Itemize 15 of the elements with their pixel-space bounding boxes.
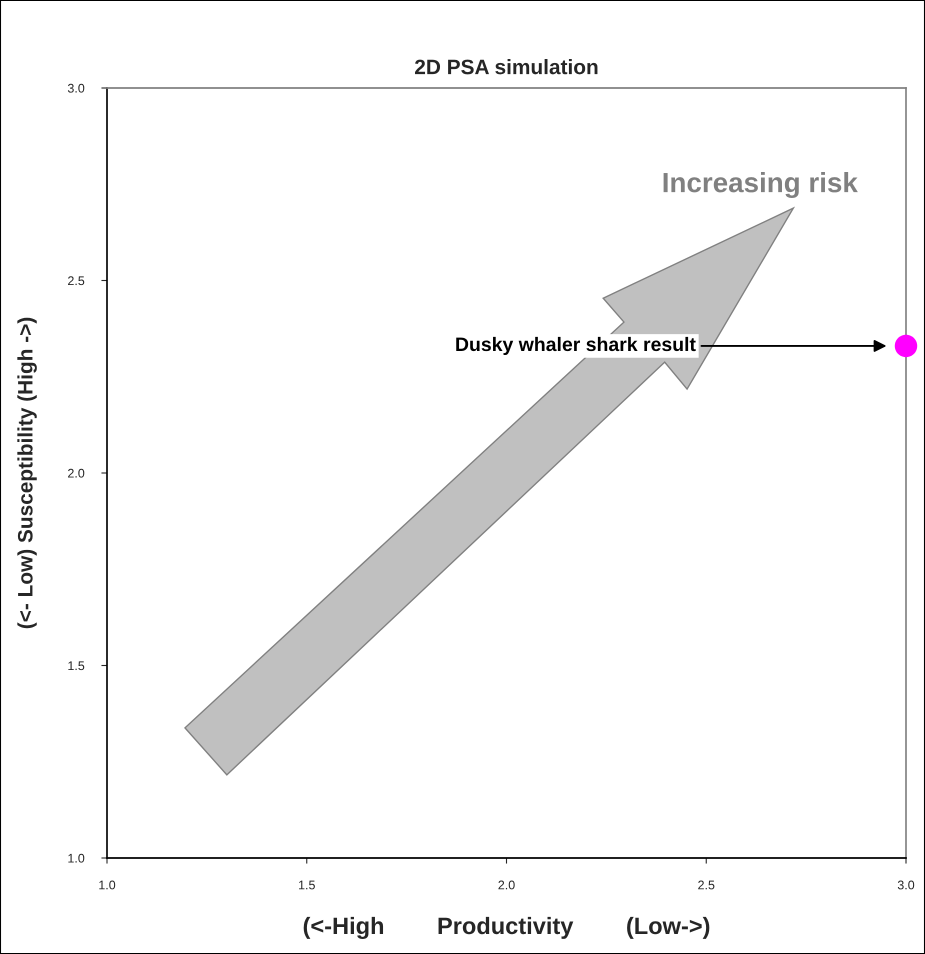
x-tick-label: 1.5 bbox=[299, 880, 315, 890]
y-tick-label: 2.0 bbox=[68, 468, 84, 478]
y-tick-label: 1.5 bbox=[68, 661, 84, 670]
annotation: Increasing risk bbox=[664, 172, 858, 198]
x-tick-label: 2.5 bbox=[698, 880, 714, 890]
y-tick-label: 1.0 bbox=[68, 854, 84, 863]
y-tick-label: 2.5 bbox=[68, 276, 84, 286]
x-tick-label: 2.0 bbox=[498, 880, 515, 890]
x-axis-title: (<-High Productivity (Low->) bbox=[304, 916, 710, 939]
chart-title: 2D PSA simulation bbox=[415, 59, 598, 74]
x-tick-label: 3.0 bbox=[898, 880, 914, 890]
y-tick-label: 3.0 bbox=[68, 84, 84, 93]
y-axis-title: (<- Low) Susceptibility (High ->) bbox=[17, 318, 37, 628]
annotation: Dusky whaler shark result bbox=[456, 336, 696, 356]
x-tick-label: 1.0 bbox=[99, 880, 116, 890]
